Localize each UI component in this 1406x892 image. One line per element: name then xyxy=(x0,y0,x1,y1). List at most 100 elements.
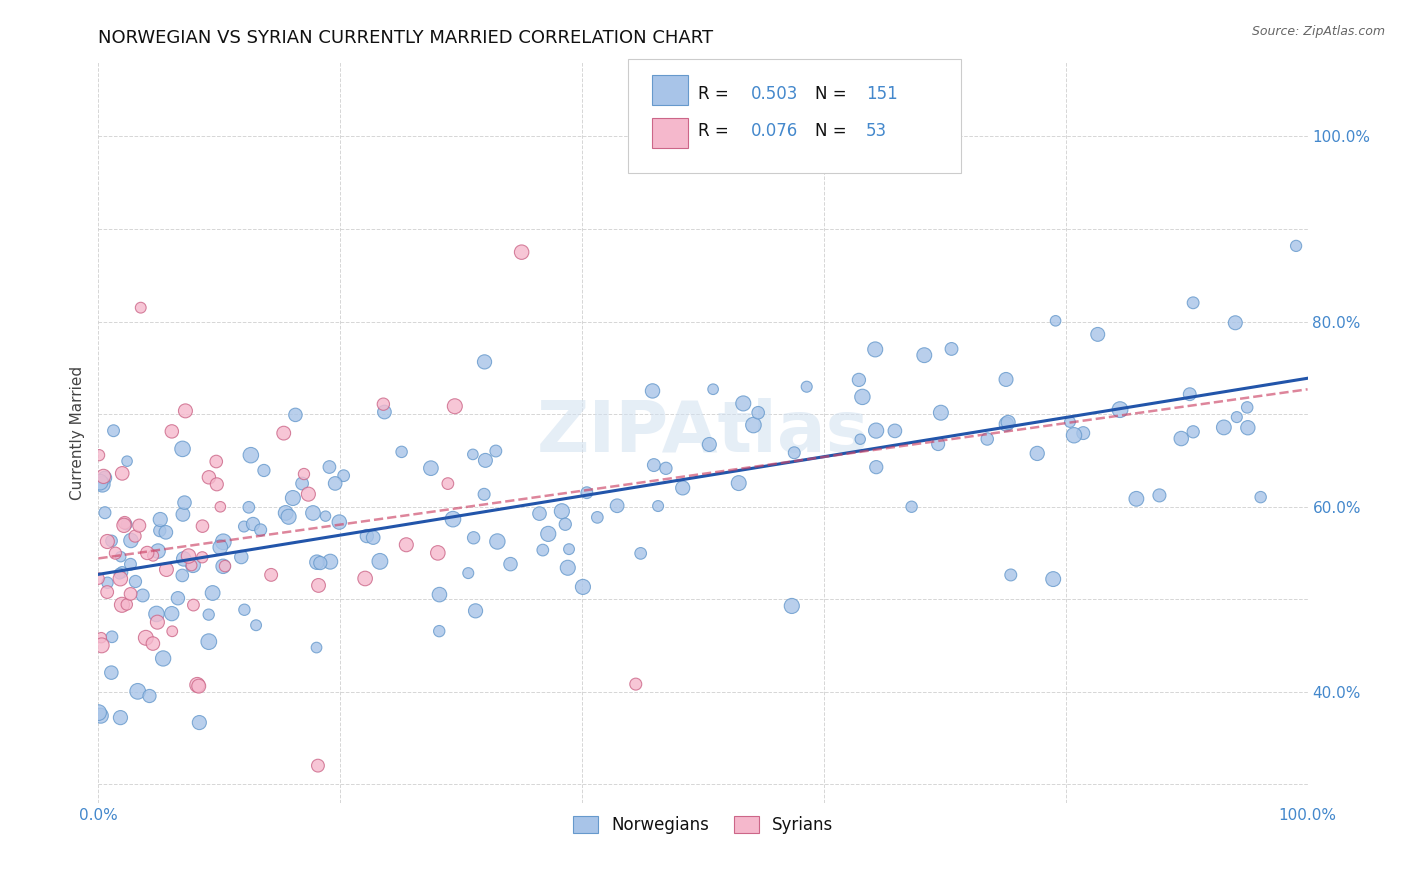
Text: NORWEGIAN VS SYRIAN CURRENTLY MARRIED CORRELATION CHART: NORWEGIAN VS SYRIAN CURRENTLY MARRIED CO… xyxy=(98,29,714,47)
Point xyxy=(273,426,295,441)
Point xyxy=(146,615,169,629)
Point xyxy=(94,471,117,485)
Point xyxy=(742,417,765,432)
Point xyxy=(1178,387,1201,401)
Point xyxy=(323,476,346,491)
FancyBboxPatch shape xyxy=(628,59,960,173)
Point xyxy=(1059,415,1081,429)
Point xyxy=(586,510,609,524)
Point xyxy=(733,396,755,410)
Point xyxy=(315,509,337,524)
Point xyxy=(90,708,112,723)
Point xyxy=(173,552,195,566)
Point xyxy=(136,546,159,560)
Point xyxy=(212,559,235,574)
Point xyxy=(554,517,576,532)
Point xyxy=(96,585,118,599)
Point xyxy=(291,476,314,491)
Point xyxy=(332,468,354,483)
Point xyxy=(463,531,485,545)
Point xyxy=(305,640,328,655)
Text: N =: N = xyxy=(815,121,852,140)
Point xyxy=(172,442,194,456)
Point xyxy=(239,448,262,462)
Point xyxy=(851,390,873,404)
Point xyxy=(145,607,167,621)
Point xyxy=(1182,425,1205,439)
Point xyxy=(305,555,328,569)
Point xyxy=(212,534,235,549)
Point xyxy=(292,467,315,481)
Point xyxy=(87,448,110,462)
Point xyxy=(426,546,449,560)
Point xyxy=(198,634,221,648)
Text: 0.076: 0.076 xyxy=(751,121,799,140)
Point xyxy=(849,432,872,446)
Point xyxy=(274,506,297,520)
Point xyxy=(1225,316,1247,330)
Point xyxy=(205,454,228,468)
Point xyxy=(96,534,118,549)
Point xyxy=(180,558,202,573)
Point xyxy=(127,684,149,698)
Point xyxy=(201,586,224,600)
Point xyxy=(848,373,870,387)
Point xyxy=(780,599,803,613)
Point xyxy=(883,424,905,438)
Point xyxy=(368,554,391,568)
Point xyxy=(900,500,922,514)
Point xyxy=(132,589,155,603)
Point xyxy=(111,598,134,612)
Point xyxy=(1226,410,1249,425)
Text: 53: 53 xyxy=(866,121,887,140)
Point xyxy=(1212,420,1234,434)
Point xyxy=(142,549,165,563)
Point xyxy=(90,631,112,645)
Point xyxy=(87,572,110,586)
Point xyxy=(155,563,177,577)
Point xyxy=(702,382,724,396)
Point xyxy=(647,499,669,513)
Point xyxy=(356,529,378,543)
Point xyxy=(995,372,1018,386)
Point xyxy=(641,384,664,398)
Point xyxy=(96,575,118,590)
Point xyxy=(93,469,115,483)
Point xyxy=(941,342,963,356)
Text: 151: 151 xyxy=(866,85,898,103)
Point xyxy=(129,301,152,315)
Point xyxy=(557,561,579,575)
Point xyxy=(997,415,1019,429)
Text: 0.503: 0.503 xyxy=(751,85,799,103)
Point xyxy=(186,678,208,692)
Point xyxy=(187,679,209,693)
Point xyxy=(643,458,665,472)
Point xyxy=(128,518,150,533)
Point xyxy=(160,607,183,621)
Point xyxy=(100,665,122,680)
Point xyxy=(146,544,169,558)
Text: Source: ZipAtlas.com: Source: ZipAtlas.com xyxy=(1251,25,1385,38)
Point xyxy=(464,604,486,618)
Point xyxy=(108,566,131,581)
Point xyxy=(976,432,998,446)
Point xyxy=(120,533,142,548)
Point xyxy=(209,500,232,514)
Point xyxy=(233,603,256,617)
Point xyxy=(110,572,132,586)
Point xyxy=(245,618,267,632)
Point xyxy=(120,558,142,572)
Point xyxy=(149,524,172,538)
Point xyxy=(747,406,769,420)
Point xyxy=(419,461,441,475)
Point xyxy=(537,527,560,541)
Point xyxy=(138,689,160,703)
Point xyxy=(558,542,581,557)
Point xyxy=(149,512,172,526)
Point xyxy=(231,549,253,564)
Point xyxy=(630,546,652,560)
Point xyxy=(361,531,384,545)
Point xyxy=(90,638,112,652)
Point xyxy=(328,515,350,529)
Point xyxy=(188,715,211,730)
